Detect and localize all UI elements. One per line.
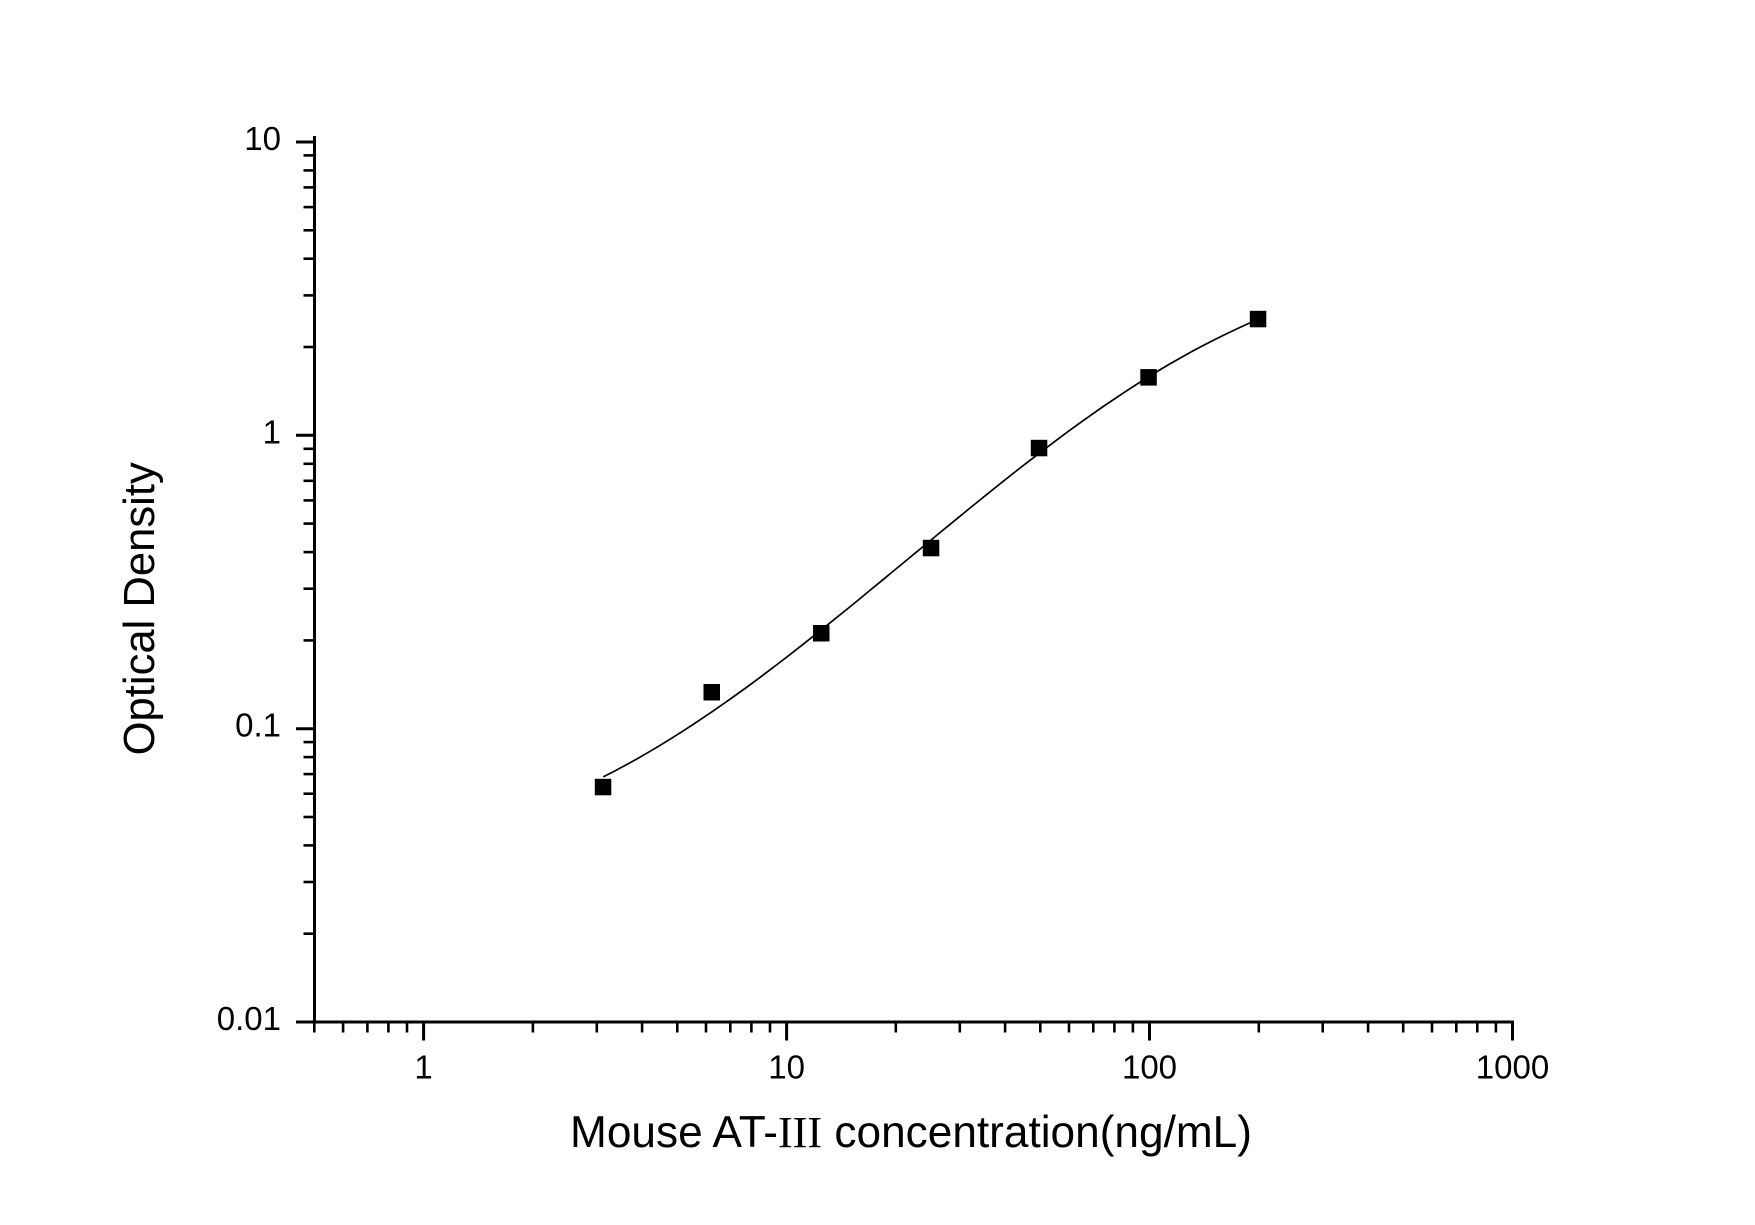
svg-text:10: 10 [768, 1049, 805, 1086]
svg-text:1000: 1000 [1476, 1049, 1549, 1086]
svg-text:1: 1 [263, 413, 281, 450]
svg-text:Optical Density: Optical Density [116, 462, 164, 755]
svg-text:0.1: 0.1 [235, 707, 281, 744]
svg-text:10: 10 [244, 120, 281, 157]
svg-text:0.01: 0.01 [217, 1000, 281, 1037]
svg-text:Mouse AT-III concentration(ng/: Mouse AT-III concentration(ng/mL) [570, 1108, 1252, 1157]
svg-text:1: 1 [414, 1049, 432, 1086]
svg-text:100: 100 [1122, 1049, 1177, 1086]
